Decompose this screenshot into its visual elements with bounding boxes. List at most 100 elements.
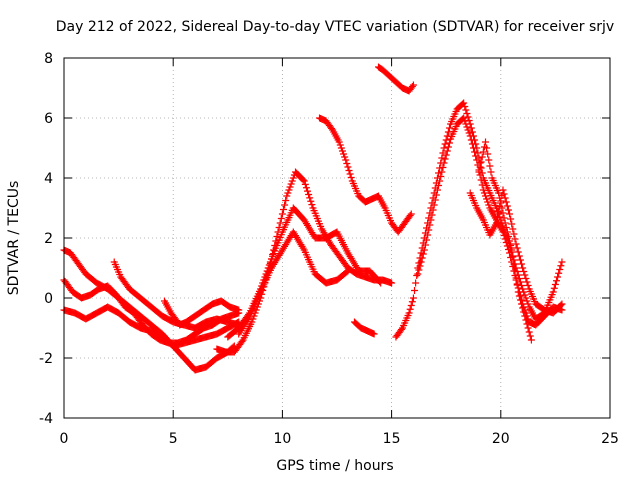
data-point xyxy=(478,153,486,161)
data-point xyxy=(465,129,473,137)
data-point xyxy=(346,170,354,178)
y-tick-label: 6 xyxy=(44,111,53,127)
data-point xyxy=(557,262,565,270)
data-point xyxy=(492,219,500,227)
data-point xyxy=(476,171,484,179)
data-point xyxy=(506,237,514,245)
data-point xyxy=(344,267,352,275)
data-point xyxy=(284,189,292,197)
data-point xyxy=(335,138,343,146)
data-point xyxy=(484,150,492,158)
data-point xyxy=(338,147,346,155)
data-point xyxy=(407,302,415,309)
data-point xyxy=(460,114,468,122)
data-point xyxy=(518,300,526,308)
data-point xyxy=(522,294,530,302)
data-point xyxy=(550,284,558,292)
data-point xyxy=(464,126,472,134)
data-point xyxy=(445,124,453,132)
data-point xyxy=(440,159,448,167)
data-point xyxy=(526,332,534,340)
data-point xyxy=(278,210,286,218)
data-point xyxy=(343,268,351,276)
data-point xyxy=(502,224,510,231)
data-point xyxy=(276,219,284,227)
data-point xyxy=(471,148,479,156)
y-axis-label: SDTVAR / TECUs xyxy=(6,181,22,296)
data-point xyxy=(500,190,508,198)
x-tick-label: 25 xyxy=(601,431,619,447)
data-point xyxy=(304,187,312,195)
data-point xyxy=(519,304,527,312)
data-point xyxy=(409,294,417,302)
data-point xyxy=(510,260,518,268)
series-track-11 xyxy=(350,318,378,338)
data-point xyxy=(518,260,526,268)
data-point xyxy=(519,285,527,293)
data-point xyxy=(427,216,435,224)
y-tick-label: 0 xyxy=(44,291,53,307)
y-tick-label: 2 xyxy=(44,231,53,247)
data-point xyxy=(463,110,471,117)
data-point xyxy=(516,256,524,264)
data-point xyxy=(513,244,521,252)
data-point xyxy=(421,241,429,249)
data-point xyxy=(439,164,447,171)
data-point xyxy=(460,99,468,107)
data-point xyxy=(504,206,512,214)
data-point xyxy=(435,182,443,189)
data-point xyxy=(477,158,485,166)
series-track-15 xyxy=(466,186,566,317)
data-point xyxy=(418,254,426,262)
x-tick-label: 15 xyxy=(383,431,401,447)
data-point xyxy=(377,279,385,287)
data-point xyxy=(552,277,560,285)
data-point xyxy=(432,191,440,199)
data-point xyxy=(405,309,413,317)
data-point xyxy=(273,233,281,240)
data-point xyxy=(521,312,529,320)
data-point xyxy=(305,191,313,198)
data-point xyxy=(521,291,529,299)
data-point xyxy=(483,144,491,152)
data-point xyxy=(503,202,511,210)
data-point xyxy=(336,141,344,149)
data-point xyxy=(512,274,520,282)
data-point xyxy=(508,220,516,228)
data-point xyxy=(515,252,523,260)
data-point xyxy=(283,192,291,200)
data-point xyxy=(499,186,507,194)
data-point xyxy=(438,154,446,162)
data-point xyxy=(502,198,510,206)
data-point xyxy=(468,128,476,136)
data-point xyxy=(478,181,486,189)
data-point xyxy=(300,177,308,185)
data-point xyxy=(504,233,512,240)
data-point xyxy=(442,151,450,159)
data-point xyxy=(308,201,316,209)
data-point xyxy=(289,174,297,182)
data-point xyxy=(408,298,416,306)
data-point xyxy=(515,292,523,300)
data-point xyxy=(419,250,427,258)
data-points xyxy=(60,63,566,374)
data-point xyxy=(462,120,470,128)
data-point xyxy=(522,275,530,282)
data-point xyxy=(501,219,509,227)
data-point xyxy=(463,123,471,131)
data-point xyxy=(558,258,566,266)
data-point xyxy=(514,248,522,256)
data-point xyxy=(433,186,441,194)
data-point xyxy=(509,225,517,233)
data-point xyxy=(444,143,452,151)
data-point xyxy=(279,206,287,213)
data-point xyxy=(508,246,516,254)
data-point xyxy=(524,282,532,289)
data-point xyxy=(416,262,424,270)
x-tick-label: 10 xyxy=(273,431,291,447)
data-point xyxy=(525,328,533,336)
data-point xyxy=(288,177,296,185)
data-point xyxy=(370,330,378,338)
data-point xyxy=(479,148,487,156)
